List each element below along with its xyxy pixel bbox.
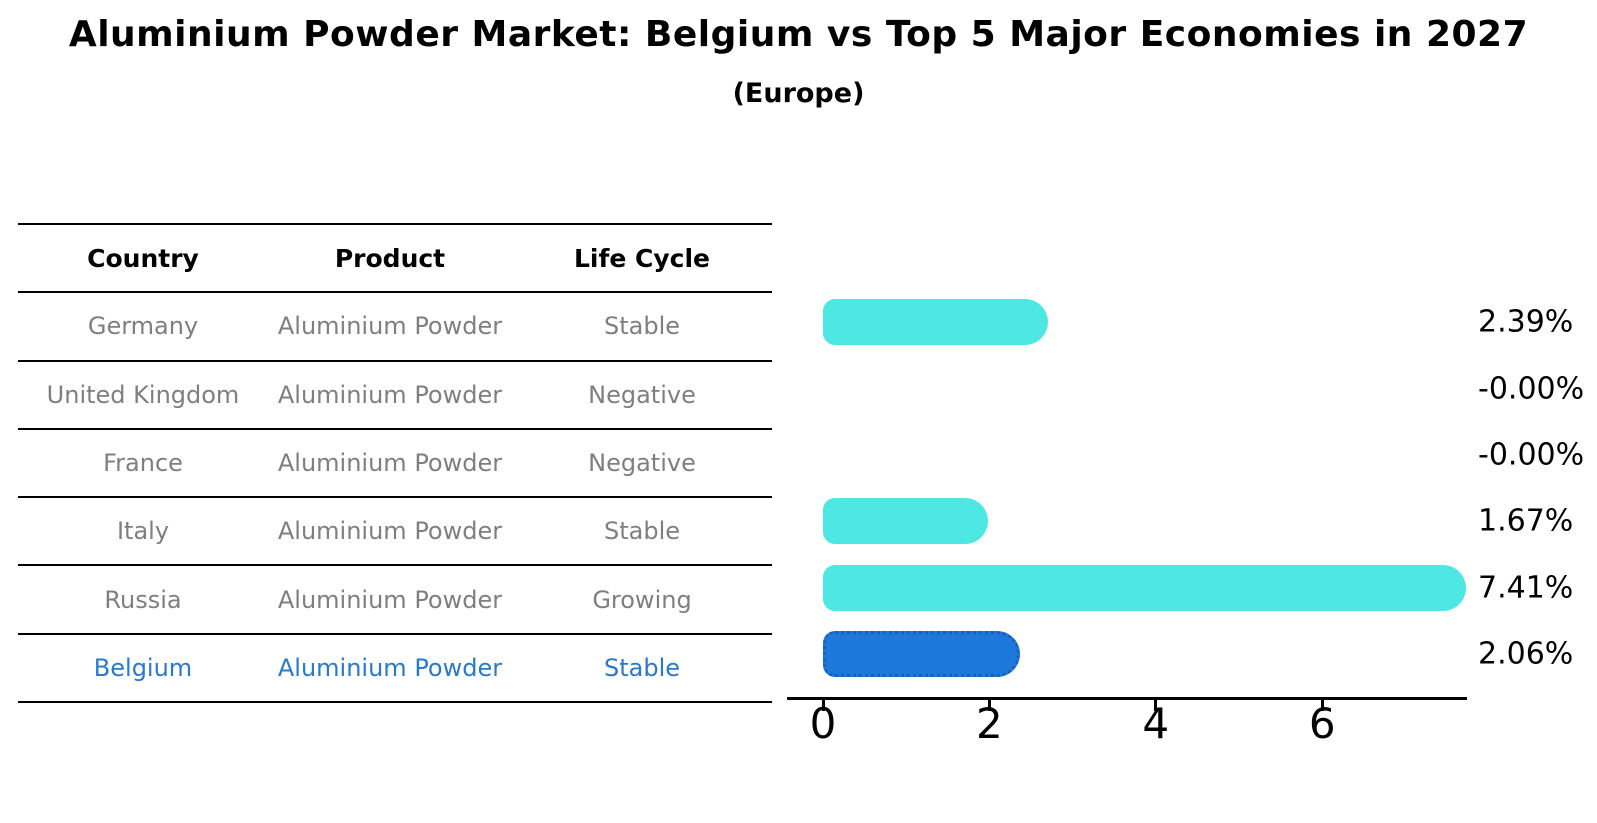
bar-italy (823, 498, 988, 545)
bar-belgium (823, 630, 1021, 677)
x-tick-mark (987, 699, 991, 711)
bar-value-label-italy: 1.67% (1478, 503, 1574, 539)
product-cell: Aluminium Powder (277, 653, 503, 682)
life-cycle-cell: Stable (603, 312, 681, 341)
chart-title: Aluminium Powder Market: Belgium vs Top … (68, 14, 1529, 55)
life-cycle-cell: Growing (592, 585, 692, 614)
country-cell: Italy (116, 517, 170, 546)
bar-value-label-france: -0.00% (1478, 437, 1585, 473)
product-cell: Aluminium Powder (277, 449, 503, 478)
country-cell: United Kingdom (46, 380, 240, 409)
table-header-row: Country Product Life Cycle (18, 225, 772, 294)
table-header-product: Product (334, 243, 446, 273)
table-row-germany: Germany Aluminium Powder Stable (18, 293, 772, 362)
x-tick-label-2: 2 (976, 699, 1003, 748)
country-cell: Russia (104, 585, 182, 614)
bar-germany (823, 299, 1048, 346)
table-row-belgium: Belgium Aluminium Powder Stable (18, 635, 772, 704)
country-table: Country Product Life Cycle Germany Alumin… (18, 223, 772, 704)
table-row-russia: Russia Aluminium Powder Growing (18, 566, 772, 635)
x-axis-line (787, 697, 1467, 700)
product-cell: Aluminium Powder (277, 517, 503, 546)
bar-russia (823, 564, 1466, 611)
country-cell: France (103, 449, 183, 478)
x-tick-mark (1154, 699, 1158, 711)
chart-subtitle: (Europe) (732, 78, 865, 109)
table-header-country: Country (87, 243, 199, 273)
x-tick-mark (821, 699, 825, 711)
life-cycle-cell: Stable (603, 517, 681, 546)
bar-value-label-belgium: 2.06% (1478, 636, 1574, 672)
x-tick-mark (1320, 699, 1324, 711)
life-cycle-cell: Negative (588, 449, 696, 478)
x-tick-label-4: 4 (1142, 699, 1170, 748)
bar-value-label-russia: 7.41% (1478, 570, 1574, 606)
life-cycle-cell: Stable (603, 653, 681, 682)
country-cell: Belgium (93, 653, 193, 682)
table-body: Germany Aluminium Powder Stable United King… (18, 293, 772, 704)
bar-value-label-germany: 2.39% (1478, 304, 1574, 340)
x-tick-label-6: 6 (1308, 699, 1336, 748)
product-cell: Aluminium Powder (277, 312, 503, 341)
bar-value-label-united-kingdom: -0.00% (1478, 371, 1585, 407)
table-row-united-kingdom: United Kingdom Aluminium Powder Negative (18, 362, 772, 430)
table-row-italy: Italy Aluminium Powder Stable (18, 498, 772, 567)
x-tick-label-0: 0 (809, 699, 837, 748)
product-cell: Aluminium Powder (277, 585, 503, 614)
table-row-france: France Aluminium Powder Negative (18, 430, 772, 499)
country-cell: Germany (87, 312, 199, 341)
table-header-life-cycle: Life Cycle (573, 243, 711, 273)
product-cell: Aluminium Powder (277, 380, 503, 409)
life-cycle-cell: Negative (588, 380, 696, 409)
